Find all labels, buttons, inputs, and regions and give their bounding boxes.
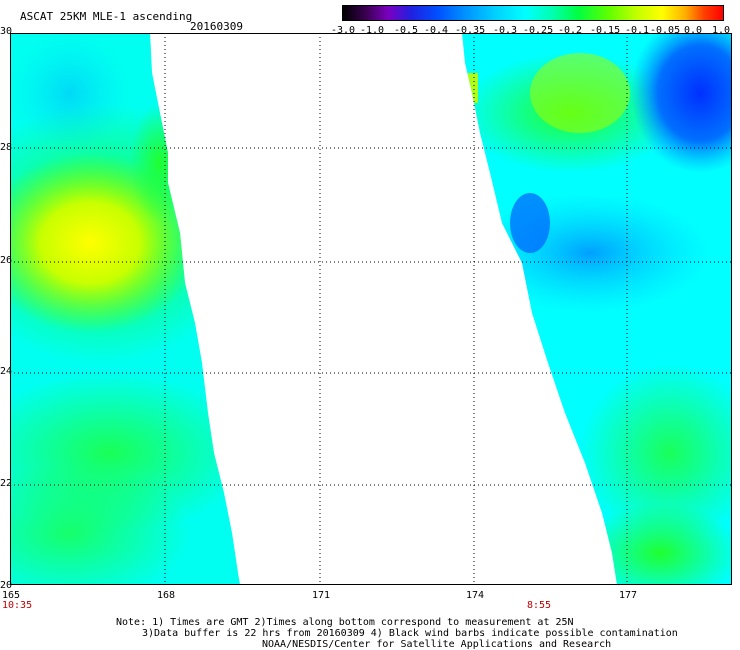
- lon-tick: 174: [466, 590, 485, 601]
- lon-tick: 165: [2, 590, 21, 601]
- note-line: NOAA/NESDIS/Center for Satellite Applica…: [262, 639, 612, 650]
- colorbar: [342, 5, 724, 21]
- pass-time: 8:55: [527, 600, 552, 611]
- lat-tick: 30: [0, 26, 13, 37]
- lat-tick: 28: [0, 142, 13, 153]
- colorbar-label: -0.1: [625, 25, 650, 36]
- lat-tick: 22: [0, 478, 13, 489]
- map-date: 20160309: [190, 20, 243, 33]
- lon-tick: 168: [157, 590, 176, 601]
- map-grid: [10, 33, 732, 585]
- colorbar-label: -0.25: [523, 25, 554, 36]
- left-swath: [10, 33, 240, 585]
- note-line: Note: 1) Times are GMT 2)Times along bot…: [116, 617, 574, 628]
- map-plot: [10, 33, 732, 585]
- map-title: ASCAT 25KM MLE-1 ascending: [20, 10, 193, 23]
- lat-tick: 26: [0, 255, 13, 266]
- lat-tick: 20: [0, 580, 13, 591]
- colorbar-label: 1.0: [712, 25, 731, 36]
- note-line: 3)Data buffer is 22 hrs from 20160309 4)…: [142, 628, 678, 639]
- lat-tick: 24: [0, 366, 13, 377]
- colorbar-label: -0.2: [558, 25, 583, 36]
- colorbar-label: -0.4: [424, 25, 449, 36]
- lon-tick: 177: [619, 590, 638, 601]
- colorbar-label: -0.05: [650, 25, 681, 36]
- colorbar-label: 0.0: [684, 25, 703, 36]
- colorbar-label: -0.35: [455, 25, 486, 36]
- lon-tick: 171: [312, 590, 331, 601]
- colorbar-label: -0.15: [590, 25, 621, 36]
- colorbar-label: -0.5: [394, 25, 419, 36]
- colorbar-label: -1.0: [360, 25, 385, 36]
- right-swath: [462, 33, 732, 585]
- map-border: [10, 33, 732, 585]
- pass-time: 10:35: [2, 600, 33, 611]
- colorbar-label: -0.3: [493, 25, 518, 36]
- colorbar-label: -3.0: [331, 25, 356, 36]
